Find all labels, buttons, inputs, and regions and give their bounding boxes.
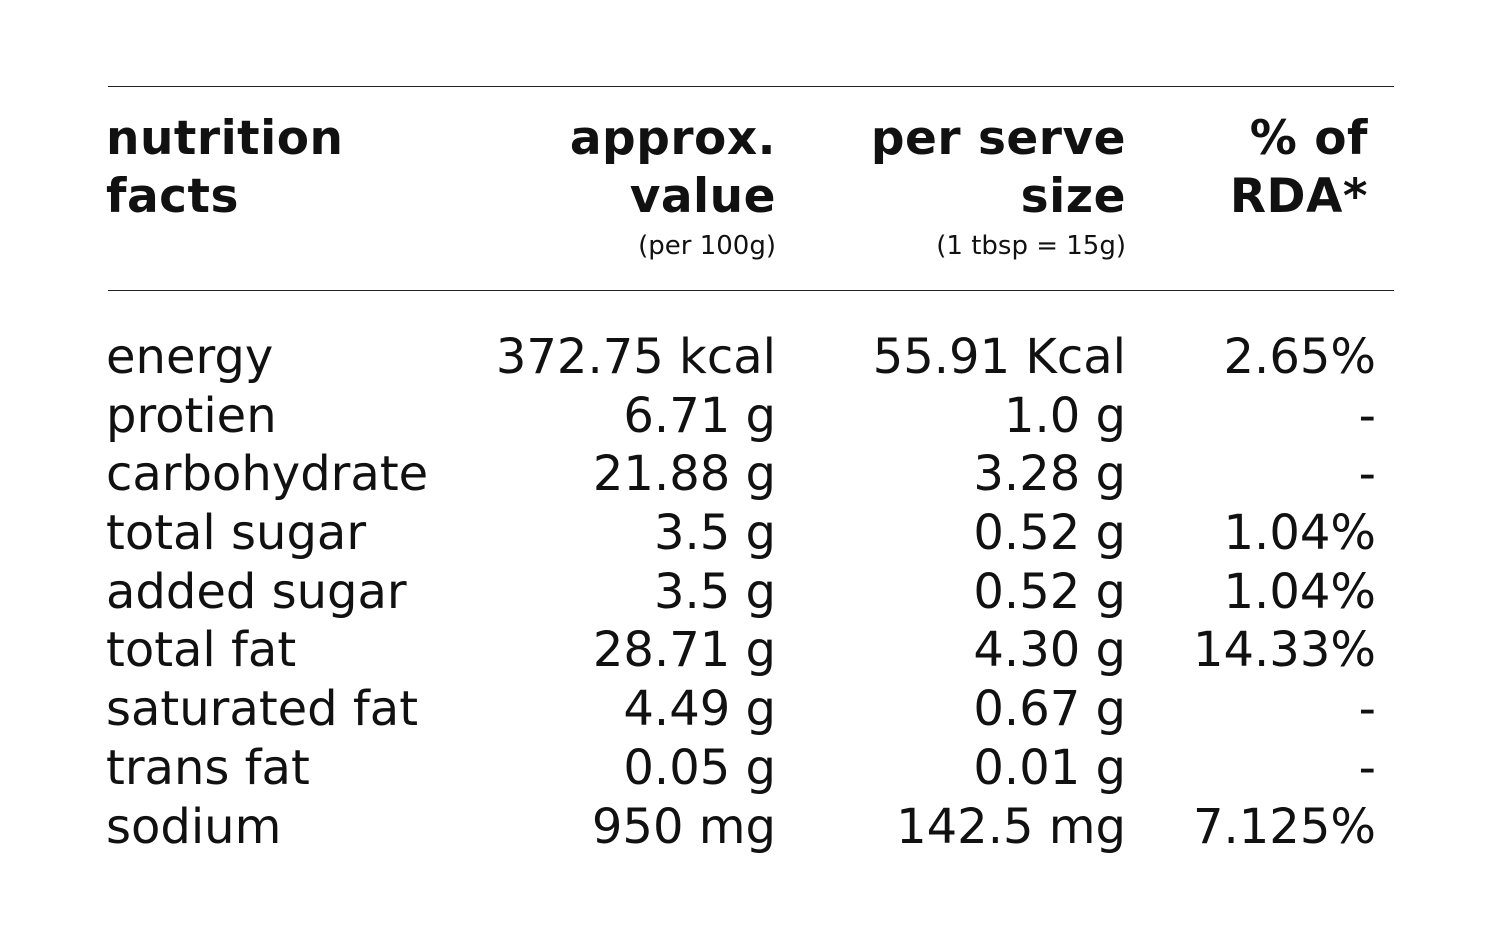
nutrient-name: energy	[106, 329, 274, 385]
per-serve-cell: 3.28 g	[973, 446, 1126, 503]
header-approx-value-subtitle: (per 100g)	[638, 231, 776, 261]
per-serve-cell: 55.91 Kcal	[872, 329, 1126, 385]
approx-value-cell: 950 mg	[591, 798, 776, 855]
table-row: added sugar 3.5 g 0.52 g 1.04%	[106, 563, 1376, 622]
header-nutrition-facts: nutrition facts	[106, 110, 344, 226]
approx-value-cell: 4.49 g	[623, 681, 776, 738]
approx-value-cell: 6.71 g	[623, 387, 776, 444]
header-approx-value-line2: value	[629, 169, 776, 224]
per-serve-cell: 1.0 g	[1003, 387, 1126, 444]
table-row: sodium 950 mg 142.5 mg 7.125%	[106, 798, 1376, 857]
rda-percent-cell: -	[1358, 387, 1376, 444]
rda-percent-cell: 2.65%	[1223, 329, 1376, 385]
header-per-serve-size-line2: size	[1020, 169, 1126, 224]
nutrient-name: trans fat	[106, 739, 310, 796]
table-row: protien 6.71 g 1.0 g -	[106, 387, 1376, 446]
rda-percent-cell: -	[1358, 681, 1376, 738]
header-approx-value: approx. value (per 100g)	[570, 110, 776, 266]
approx-value-cell: 3.5 g	[653, 563, 776, 620]
table-row: carbohydrate 21.88 g 3.28 g -	[106, 445, 1376, 504]
approx-value-cell: 28.71 g	[592, 622, 776, 679]
rda-percent-cell: 1.04%	[1223, 563, 1376, 620]
header-percent-rda-line1: % of	[1249, 111, 1368, 166]
header-nutrition-facts-line1: nutrition	[106, 111, 344, 166]
per-serve-cell: 142.5 mg	[896, 798, 1126, 855]
approx-value-cell: 0.05 g	[623, 739, 776, 796]
table-row: energy 372.75 kcal 55.91 Kcal 2.65%	[106, 328, 1376, 387]
per-serve-cell: 0.01 g	[973, 739, 1126, 796]
nutrient-name: protien	[106, 387, 277, 444]
header-per-serve-size: per serve size (1 tbsp = 15g)	[871, 110, 1126, 266]
per-serve-cell: 4.30 g	[973, 622, 1126, 679]
header-approx-value-line1: approx.	[569, 111, 776, 166]
header-nutrition-facts-line2: facts	[106, 169, 239, 224]
rda-percent-cell: -	[1358, 739, 1376, 796]
nutrition-table-body: energy 372.75 kcal 55.91 Kcal 2.65% prot…	[106, 328, 1376, 856]
rda-percent-cell: 7.125%	[1192, 798, 1376, 855]
nutrient-name: carbohydrate	[106, 446, 429, 503]
header-divider	[108, 290, 1394, 291]
nutrient-name: saturated fat	[106, 681, 419, 738]
table-row: trans fat 0.05 g 0.01 g -	[106, 739, 1376, 798]
rda-percent-cell: -	[1358, 446, 1376, 503]
approx-value-cell: 21.88 g	[592, 446, 776, 503]
nutrient-name: sodium	[106, 798, 282, 855]
per-serve-cell: 0.52 g	[973, 563, 1126, 620]
header-percent-rda-line2: RDA*	[1229, 169, 1368, 224]
header-per-serve-size-subtitle: (1 tbsp = 15g)	[936, 231, 1126, 261]
table-row: total fat 28.71 g 4.30 g 14.33%	[106, 621, 1376, 680]
top-divider	[108, 86, 1394, 87]
table-row: saturated fat 4.49 g 0.67 g -	[106, 680, 1376, 739]
approx-value-cell: 3.5 g	[653, 505, 776, 562]
nutrient-name: added sugar	[106, 563, 407, 620]
nutrient-name: total sugar	[106, 505, 367, 562]
header-percent-rda: % of RDA*	[1230, 110, 1368, 226]
rda-percent-cell: 1.04%	[1223, 505, 1376, 562]
nutrient-name: total fat	[106, 622, 297, 679]
rda-percent-cell: 14.33%	[1192, 622, 1376, 679]
approx-value-cell: 372.75 kcal	[495, 329, 776, 385]
header-per-serve-size-line1: per serve	[870, 111, 1126, 166]
per-serve-cell: 0.67 g	[973, 681, 1126, 738]
per-serve-cell: 0.52 g	[973, 505, 1126, 562]
table-row: total sugar 3.5 g 0.52 g 1.04%	[106, 504, 1376, 563]
